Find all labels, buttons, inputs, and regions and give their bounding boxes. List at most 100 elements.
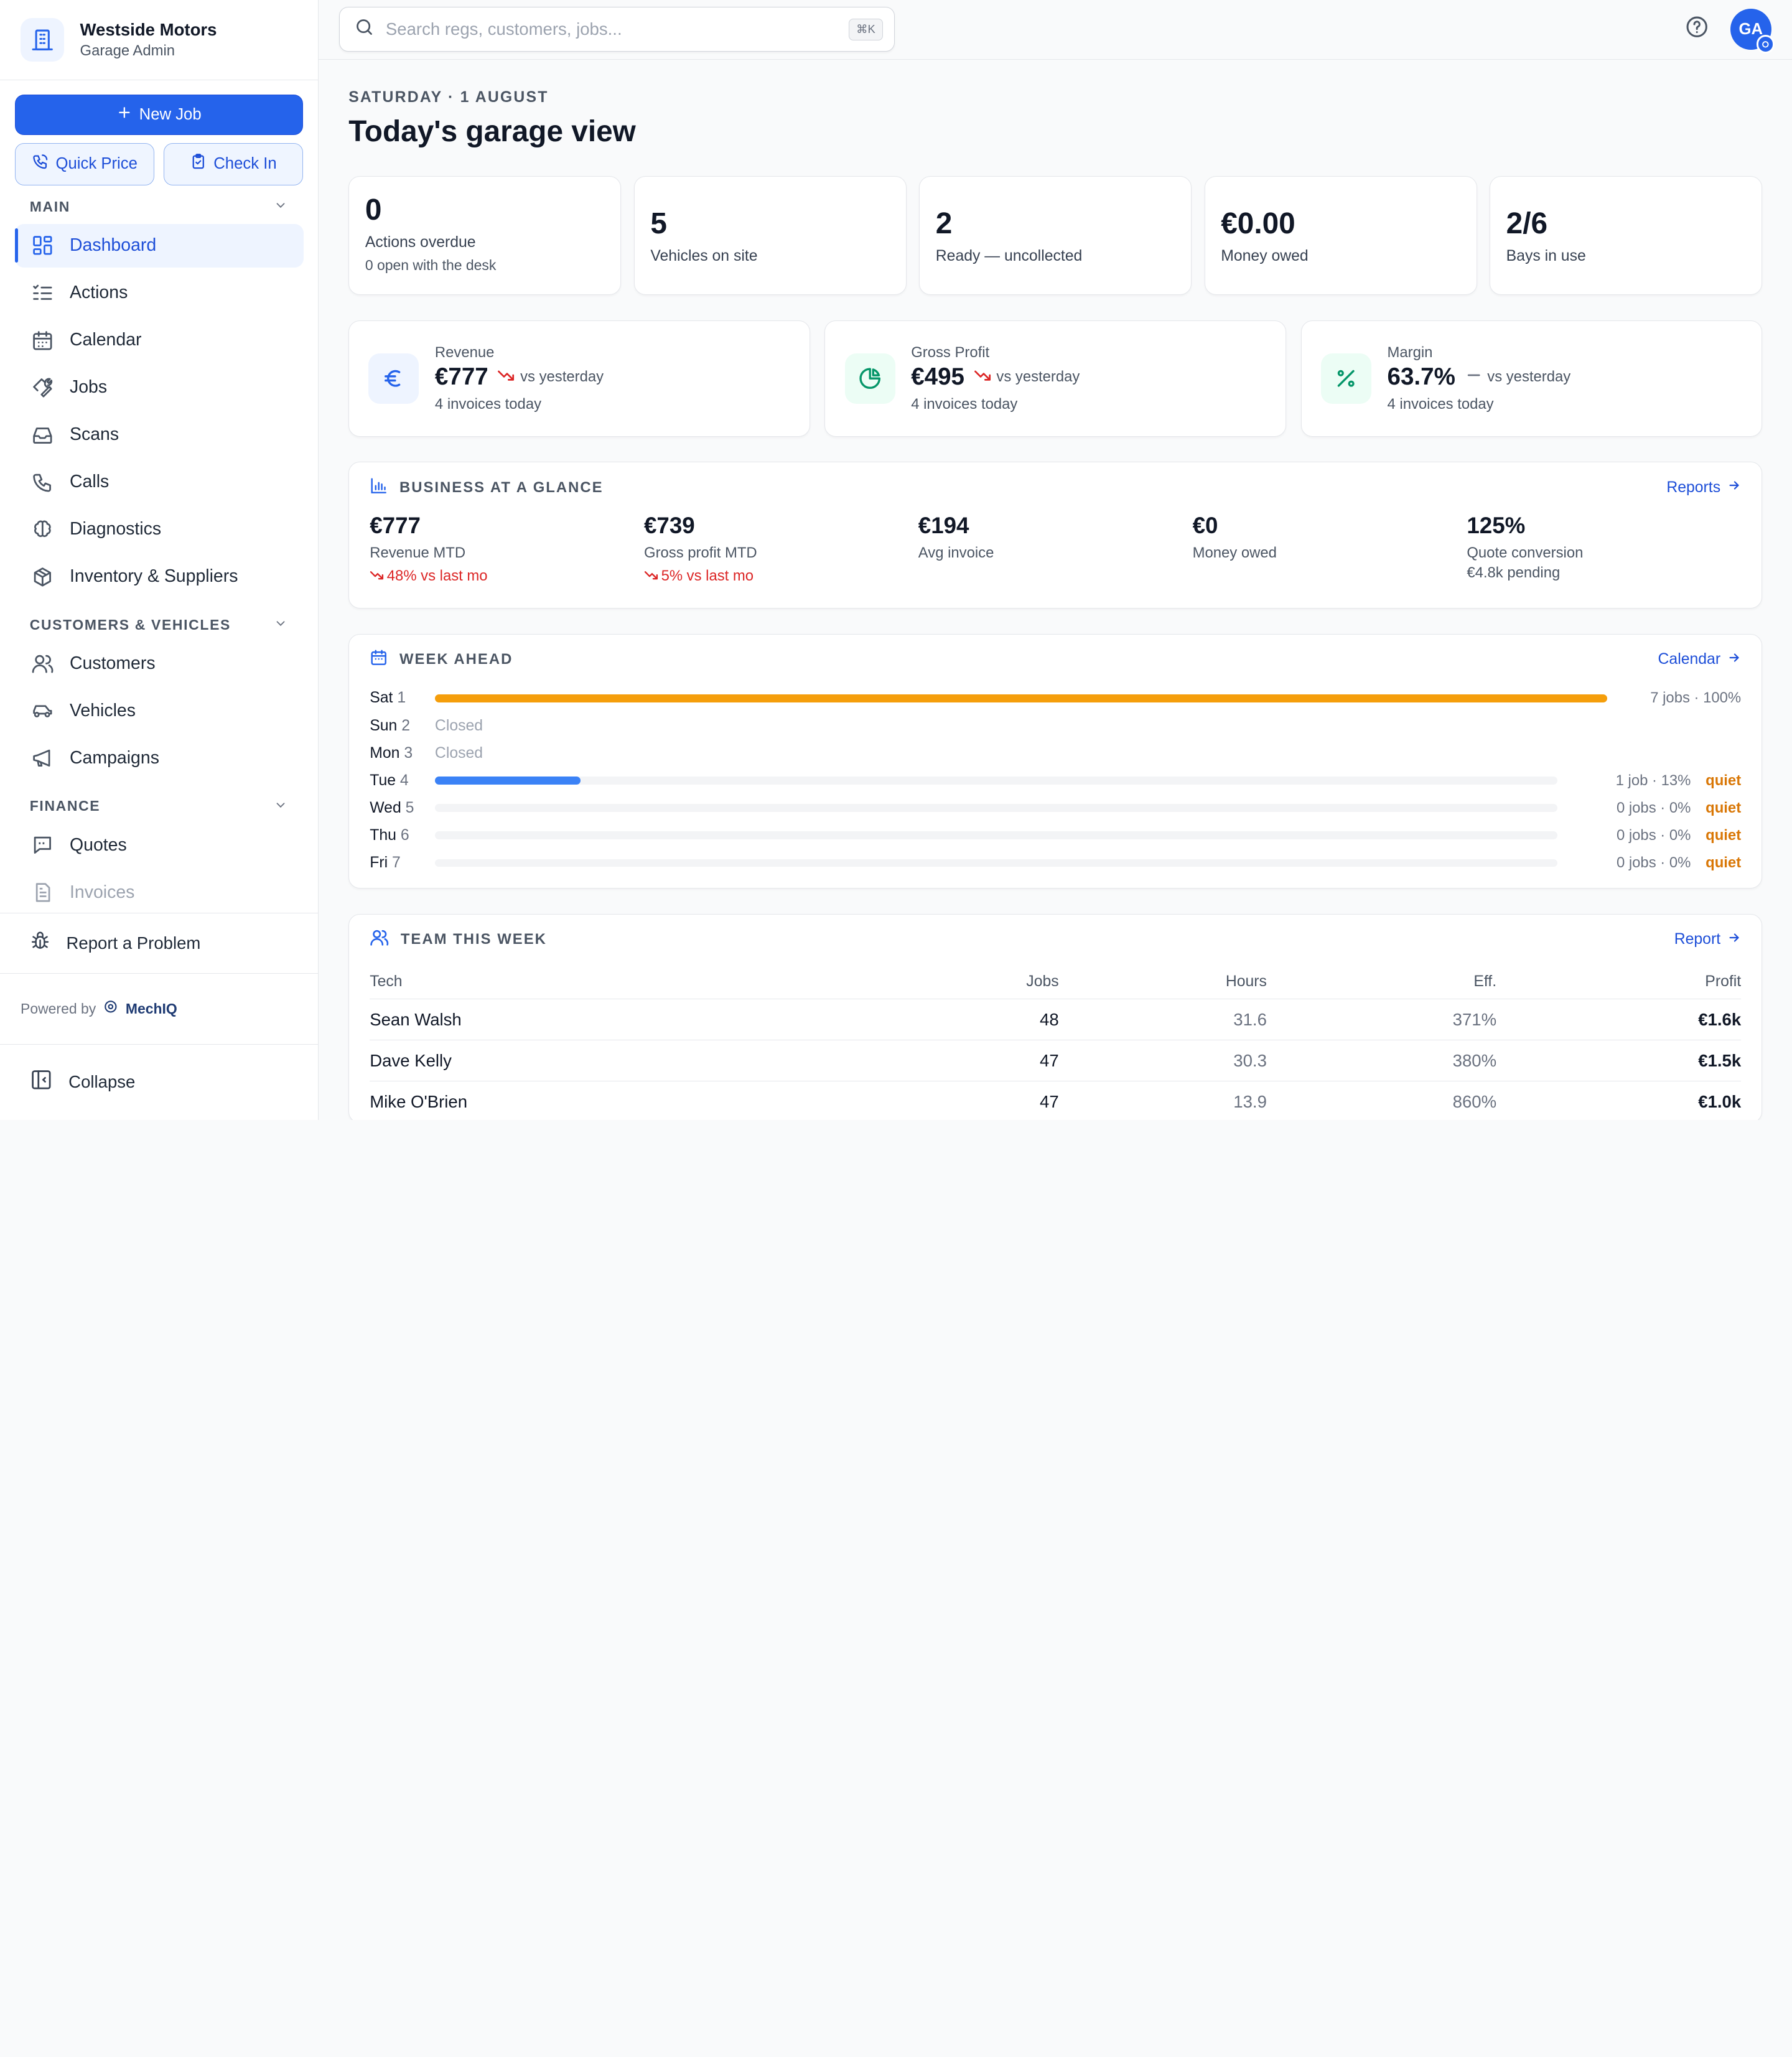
kpi-card-margin[interactable]: Margin 63.7% vs yesterday 4 invoices tod… — [1300, 320, 1763, 437]
tech-name: Mike O'Brien — [370, 1081, 922, 1120]
search-box[interactable]: ⌘K — [339, 7, 895, 52]
week-row-sun[interactable]: Sun 2 Closed — [370, 712, 1741, 740]
sidebar-item-label: Diagnostics — [70, 519, 162, 539]
sidebar-item-invoices[interactable]: Invoices — [15, 870, 304, 912]
column-header[interactable]: Hours — [1058, 964, 1267, 1000]
sidebar-item-vehicles[interactable]: Vehicles — [15, 689, 304, 733]
nav-section-main[interactable]: MAIN — [15, 190, 304, 224]
table-row[interactable]: Dave Kelly 47 30.3 380% €1.5k — [370, 1040, 1742, 1082]
stat-label: Bays in use — [1506, 247, 1586, 264]
stat-card-money-owed[interactable]: €0.00 Money owed — [1204, 176, 1477, 296]
glance-value: €739 — [644, 513, 695, 539]
glance-delta-text: 48% vs last mo — [386, 567, 488, 585]
sidebar-nav: MAIN Dashboard Actions Calendar Jobs — [0, 185, 318, 913]
week-row-thu[interactable]: Thu 6 0 jobs · 0% quiet — [370, 822, 1741, 849]
stat-card-ready-uncollected[interactable]: 2 Ready — uncollected — [919, 176, 1192, 296]
week-row-sat[interactable]: Sat 1 7 jobs · 100% — [370, 684, 1741, 712]
help-icon[interactable] — [1684, 14, 1709, 44]
team-report-link-label: Report — [1674, 931, 1721, 948]
glance-quote-conversion: 125% Quote conversion €4.8k pending — [1467, 513, 1741, 585]
brand-name: Westside Motors — [80, 19, 217, 39]
trend-down-icon — [644, 567, 659, 585]
week-row-tue[interactable]: Tue 4 1 job · 13% quiet — [370, 767, 1741, 795]
megaphone-icon — [31, 747, 54, 770]
panel-title: TEAM THIS WEEK — [400, 931, 547, 948]
sidebar-item-scans[interactable]: Scans — [15, 413, 304, 457]
kpi-sub: 4 invoices today — [434, 395, 542, 413]
sidebar-item-calls[interactable]: Calls — [15, 460, 304, 504]
sidebar-item-dashboard[interactable]: Dashboard — [14, 223, 304, 268]
kpi-label: Gross Profit — [911, 343, 990, 361]
main-content: ⌘K GA SATURDAY · 1 AUGUST Today's garage… — [319, 0, 1792, 1120]
stat-value: 0 — [365, 193, 382, 226]
collapse-button[interactable]: Collapse — [0, 1045, 318, 1120]
sidebar-item-actions[interactable]: Actions — [15, 271, 304, 315]
tech-hours: 31.6 — [1058, 999, 1267, 1041]
table-header-row: Tech Jobs Hours Eff. Profit — [370, 964, 1742, 1000]
stat-value: 5 — [650, 207, 667, 240]
glance-gross-profit-mtd: €739 Gross profit MTD 5% vs last mo — [644, 513, 918, 585]
column-header[interactable]: Profit — [1496, 964, 1742, 1000]
stat-card-vehicles-on-site[interactable]: 5 Vehicles on site — [633, 176, 907, 296]
tech-profit: €1.0k — [1496, 1081, 1742, 1120]
trend-down-icon — [497, 368, 515, 386]
week-closed: Closed — [434, 744, 483, 762]
week-day-num: 1 — [397, 689, 406, 707]
week-day-name: Thu — [370, 826, 396, 844]
week-track — [434, 804, 1557, 813]
sidebar-item-calendar[interactable]: Calendar — [15, 319, 304, 362]
week-flag: quiet — [1706, 772, 1742, 789]
week-day-name: Tue — [370, 772, 396, 789]
quick-price-button[interactable]: Quick Price — [14, 142, 154, 185]
week-rows: Sat 1 7 jobs · 100% Sun 2 Closed Mon 3 C… — [370, 684, 1741, 888]
sidebar-item-label: Calendar — [70, 330, 142, 350]
week-row-fri[interactable]: Fri 7 0 jobs · 0% quiet — [370, 849, 1741, 877]
search-input[interactable] — [385, 19, 838, 40]
stat-card-bays-in-use[interactable]: 2/6 Bays in use — [1489, 176, 1763, 296]
tech-efficiency: 371% — [1266, 999, 1497, 1041]
table-row[interactable]: Sean Walsh 48 31.6 371% €1.6k — [370, 999, 1742, 1041]
kpi-value: €495 — [911, 363, 965, 391]
sidebar-item-quotes[interactable]: Quotes — [15, 823, 304, 867]
powered-by: Powered by MechIQ — [0, 974, 319, 1045]
week-row-mon[interactable]: Mon 3 Closed — [370, 740, 1741, 767]
sidebar-item-jobs[interactable]: Jobs — [15, 366, 304, 409]
nav-section-finance[interactable]: FINANCE — [15, 789, 304, 823]
page-title: Today's garage view — [348, 115, 636, 149]
user-avatar[interactable]: GA — [1730, 9, 1775, 54]
team-report-link[interactable]: Report — [1674, 931, 1741, 949]
kpi-delta-text: vs yesterday — [1487, 368, 1571, 386]
check-in-button[interactable]: Check In — [163, 142, 303, 185]
glance-label: Quote conversion — [1467, 544, 1584, 562]
column-header[interactable]: Jobs — [922, 964, 1059, 1000]
calendar-icon — [31, 329, 54, 352]
users-icon — [31, 652, 54, 675]
team-panel: TEAM THIS WEEK Report Tech Jobs Hours Ef… — [348, 913, 1763, 1120]
reports-link[interactable]: Reports — [1666, 478, 1741, 497]
nav-section-finance-label: FINANCE — [29, 798, 101, 814]
new-job-button[interactable]: New Job — [14, 95, 303, 135]
sidebar-item-customers[interactable]: Customers — [15, 642, 304, 686]
week-track — [434, 777, 1557, 785]
table-row[interactable]: Mike O'Brien 47 13.9 860% €1.0k — [370, 1081, 1742, 1120]
stat-card-actions-overdue[interactable]: 0 Actions overdue 0 open with the desk — [348, 176, 622, 296]
column-header[interactable]: Tech — [370, 964, 922, 1000]
kpi-card-gross-profit[interactable]: Gross Profit €495 vs yesterday 4 invoice… — [824, 320, 1286, 437]
column-header[interactable]: Eff. — [1266, 964, 1497, 1000]
week-row-wed[interactable]: Wed 5 0 jobs · 0% quiet — [370, 795, 1741, 822]
clipboard-icon — [190, 153, 207, 175]
sidebar-item-campaigns[interactable]: Campaigns — [15, 737, 304, 780]
nav-section-customers[interactable]: CUSTOMERS & VEHICLES — [15, 608, 304, 642]
kpi-card-revenue[interactable]: Revenue €777 vs yesterday 4 invoices tod… — [348, 320, 810, 437]
search-icon — [354, 17, 375, 42]
arrow-right-icon — [1727, 931, 1741, 949]
brand-header[interactable]: Westside Motors Garage Admin — [0, 0, 319, 80]
glance-sub: €4.8k pending — [1467, 564, 1561, 581]
week-info: 0 jobs · 0% — [1616, 854, 1691, 871]
calendar-link[interactable]: Calendar — [1658, 651, 1742, 669]
sidebar-item-diagnostics[interactable]: Diagnostics — [15, 508, 304, 551]
glance-value: 125% — [1467, 513, 1526, 539]
week-day-name: Sun — [370, 717, 398, 734]
report-problem-button[interactable]: Report a Problem — [0, 913, 319, 974]
sidebar-item-inventory[interactable]: Inventory & Suppliers — [15, 555, 304, 599]
